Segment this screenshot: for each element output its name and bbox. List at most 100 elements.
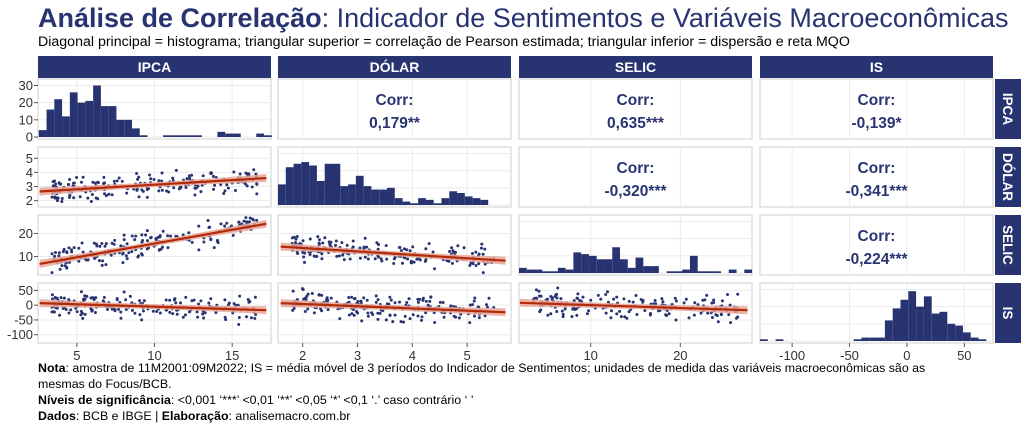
data-point (366, 257, 370, 261)
data-point (325, 297, 329, 301)
data-point (305, 294, 309, 298)
data-point (380, 259, 384, 263)
data-point (326, 308, 330, 312)
data-point (373, 257, 377, 261)
data-point (130, 250, 134, 254)
data-point (57, 251, 61, 255)
data-point (398, 300, 402, 304)
data-point (75, 310, 79, 314)
data-point (441, 300, 445, 304)
data-point (384, 244, 388, 248)
histogram-bar-selic (588, 255, 597, 273)
data-point (720, 299, 724, 303)
histogram-bar-selic (705, 271, 714, 273)
data-point (388, 313, 392, 317)
data-point (250, 185, 254, 189)
data-point (128, 294, 132, 298)
histogram-bar-selic (620, 259, 628, 273)
histogram-bar-selic (596, 259, 605, 273)
data-point (117, 307, 121, 311)
histogram-bar-ipca (232, 133, 241, 137)
data-point (202, 240, 206, 244)
data-point (661, 300, 665, 304)
data-point (79, 180, 83, 184)
data-point (195, 310, 199, 314)
histogram-bar-is (760, 339, 768, 341)
data-point (363, 236, 367, 240)
data-point (619, 315, 623, 319)
data-point (410, 261, 414, 265)
data-point (197, 248, 201, 252)
data-point (197, 302, 201, 306)
data-point (481, 271, 485, 275)
data-point (477, 262, 481, 266)
data-point (237, 220, 241, 224)
data-point (125, 242, 129, 246)
data-point (50, 310, 54, 314)
data-point (125, 257, 129, 261)
data-point (487, 296, 491, 300)
correlation-label: Corr: (376, 92, 414, 109)
data-point (728, 303, 732, 307)
histogram-bar-ipca (139, 135, 148, 137)
data-point (53, 295, 57, 299)
data-point (161, 229, 165, 233)
data-point (356, 299, 360, 303)
data-point (377, 243, 381, 247)
data-point (334, 239, 338, 243)
data-point (438, 300, 442, 304)
histogram-bar-dólar (340, 186, 349, 205)
data-point (130, 234, 134, 238)
histogram-bar-dólar (348, 184, 356, 205)
data-point (112, 179, 116, 183)
histogram-bar-ipca (131, 128, 140, 137)
column-header-selic (519, 56, 752, 78)
data-point (606, 290, 610, 294)
data-point (225, 183, 229, 187)
y-tick-label: 4 (26, 165, 33, 180)
data-point (609, 309, 613, 313)
histogram-bar-selic (534, 269, 543, 273)
data-point (130, 308, 134, 312)
data-point (60, 196, 64, 200)
data-point (604, 292, 608, 296)
data-point (376, 298, 380, 302)
data-point (306, 307, 310, 311)
data-point (693, 301, 697, 305)
data-point (224, 318, 228, 322)
correlation-label: Corr: (858, 92, 896, 109)
data-point (612, 297, 616, 301)
data-point (310, 292, 314, 296)
data-point (154, 237, 158, 241)
data-point (238, 172, 242, 176)
data-point (627, 299, 631, 303)
data-point (199, 299, 203, 303)
data-point (726, 292, 730, 296)
data-point (124, 254, 128, 258)
data-point (190, 173, 194, 177)
panel-1-2 (518, 146, 753, 208)
correlation-value: -0,320*** (604, 183, 667, 200)
data-point (90, 308, 94, 312)
data-point (296, 251, 300, 255)
data-point (415, 257, 419, 261)
histogram-bar-dólar (449, 191, 458, 205)
data-point (93, 181, 97, 185)
data-point (424, 311, 428, 315)
data-point (248, 299, 252, 303)
data-point (213, 183, 217, 187)
data-point (596, 293, 600, 297)
data-point (151, 309, 155, 313)
histogram-bar-ipca (116, 119, 125, 137)
data-point (207, 226, 211, 230)
data-point (420, 315, 424, 319)
data-point (625, 316, 629, 320)
data-point (138, 313, 142, 317)
histogram-bar-ipca (170, 135, 179, 137)
data-point (687, 316, 691, 320)
histogram-bar-is (861, 337, 870, 341)
data-point (214, 311, 218, 315)
data-point (69, 308, 73, 312)
histogram-bar-ipca (85, 100, 94, 137)
data-point (648, 311, 652, 315)
